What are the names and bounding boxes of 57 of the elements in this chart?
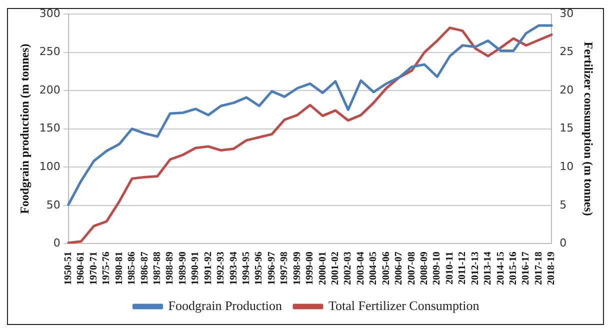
- y-tick-label: 250: [39, 45, 60, 58]
- y2-tick-label: 30: [560, 6, 574, 20]
- legend-label: Total Fertilizer Consumption: [328, 298, 480, 313]
- y-tick-label: 50: [46, 198, 60, 212]
- x-tick-label: 1997-98: [279, 252, 290, 286]
- y2-tick-label: 20: [560, 83, 574, 96]
- x-tick-label: 1999-00: [304, 252, 316, 286]
- x-tick-label: 1998-99: [292, 252, 303, 286]
- x-tick-label: 1995-96: [254, 252, 265, 286]
- y2-tick-label: 5: [560, 198, 567, 212]
- y2-axis-title: Fertilizer consumption (m tonnes): [582, 42, 596, 216]
- x-tick-label: 1988-89: [164, 252, 176, 286]
- x-tick-label: 2000-01: [317, 252, 328, 286]
- x-tick-label: 2010-11: [444, 252, 456, 284]
- y-tick-label: 200: [39, 83, 60, 96]
- x-tick-label: 2015-16: [508, 252, 520, 286]
- x-tick-label: 2017-18: [533, 252, 544, 286]
- x-tick-label: 1996-97: [266, 252, 278, 286]
- x-tick-label: 2002-03: [342, 252, 354, 286]
- legend-label: Foodgrain Production: [168, 298, 283, 313]
- x-tick-label: 1992-93: [216, 252, 227, 286]
- x-tick-label: 1990-91: [190, 252, 202, 286]
- x-tick-label: 2006-07: [394, 252, 405, 286]
- x-tick-label: 2007-08: [406, 252, 418, 286]
- x-tick-label: 2009-10: [432, 252, 443, 286]
- x-tick-label: 1991-92: [202, 252, 214, 286]
- y2-tick-label: 0: [560, 236, 567, 250]
- y2-tick-label: 10: [560, 160, 574, 173]
- y2-tick-label: 25: [560, 45, 574, 58]
- x-tick-label: 1960-61: [76, 252, 87, 286]
- x-tick-label: 2003-04: [355, 252, 366, 286]
- x-tick-label: 2016-17: [520, 252, 532, 286]
- x-tick-label: 1994-95: [240, 252, 252, 286]
- x-tick-label: 2004-05: [368, 252, 380, 286]
- y-tick-label: 100: [39, 160, 60, 173]
- x-tick-label: 2011-12: [457, 252, 468, 284]
- y2-tick-label: 15: [560, 122, 574, 135]
- x-tick-label: 1989-90: [177, 252, 188, 286]
- y-axis-title: Foodgrain production (m tonnes): [17, 44, 32, 214]
- x-tick-label: 2013-14: [482, 252, 494, 286]
- y-tick-label: 150: [39, 122, 60, 135]
- x-tick-label: 2001-02: [330, 252, 342, 286]
- x-tick-label: 1986-87: [139, 252, 150, 286]
- x-tick-label: 1993-94: [228, 252, 240, 286]
- y-tick-label: 0: [53, 236, 60, 250]
- x-tick-label: 1985-86: [126, 252, 138, 286]
- x-tick-label: 2008-09: [419, 252, 430, 286]
- x-tick-label: 2018-19: [546, 252, 558, 286]
- x-tick-label: 1980-81: [114, 252, 125, 286]
- x-tick-label: 2012-13: [470, 252, 481, 286]
- x-tick-label: 1975-76: [101, 252, 112, 286]
- x-tick-label: 1970-71: [88, 252, 100, 286]
- x-tick-label: 1950-51: [62, 252, 74, 286]
- x-tick-label: 2014-15: [495, 252, 506, 286]
- x-tick-label: 2005-06: [380, 252, 392, 286]
- y-tick-label: 300: [39, 6, 60, 20]
- x-tick-label: 1987-88: [152, 252, 163, 286]
